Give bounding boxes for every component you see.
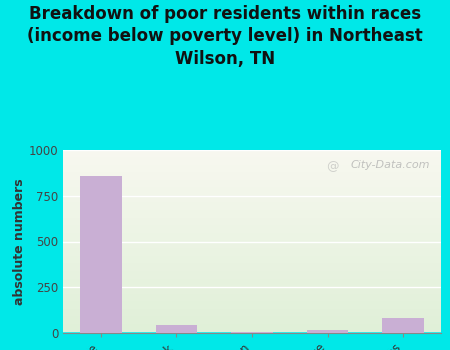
Text: @: @: [326, 160, 339, 173]
Bar: [80, 176, 122, 332]
Bar: [307, 330, 348, 332]
Bar: [382, 318, 424, 332]
Bar: [156, 325, 197, 332]
Text: City-Data.com: City-Data.com: [350, 160, 430, 170]
Text: Breakdown of poor residents within races
(income below poverty level) in Northea: Breakdown of poor residents within races…: [27, 5, 423, 68]
Y-axis label: absolute numbers: absolute numbers: [13, 178, 26, 305]
